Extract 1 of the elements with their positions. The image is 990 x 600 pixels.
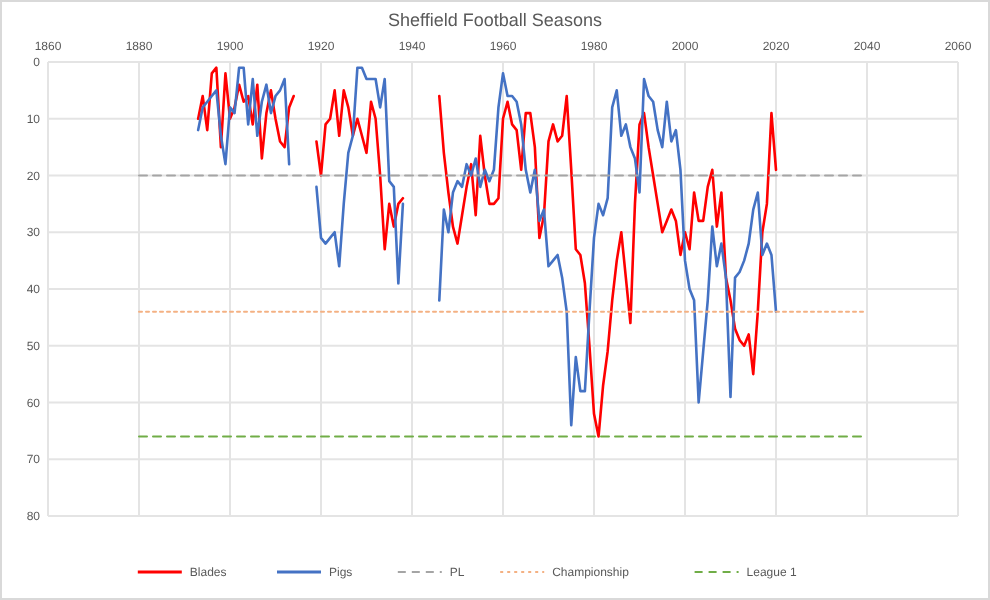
- chart-title: Sheffield Football Seasons: [388, 10, 603, 30]
